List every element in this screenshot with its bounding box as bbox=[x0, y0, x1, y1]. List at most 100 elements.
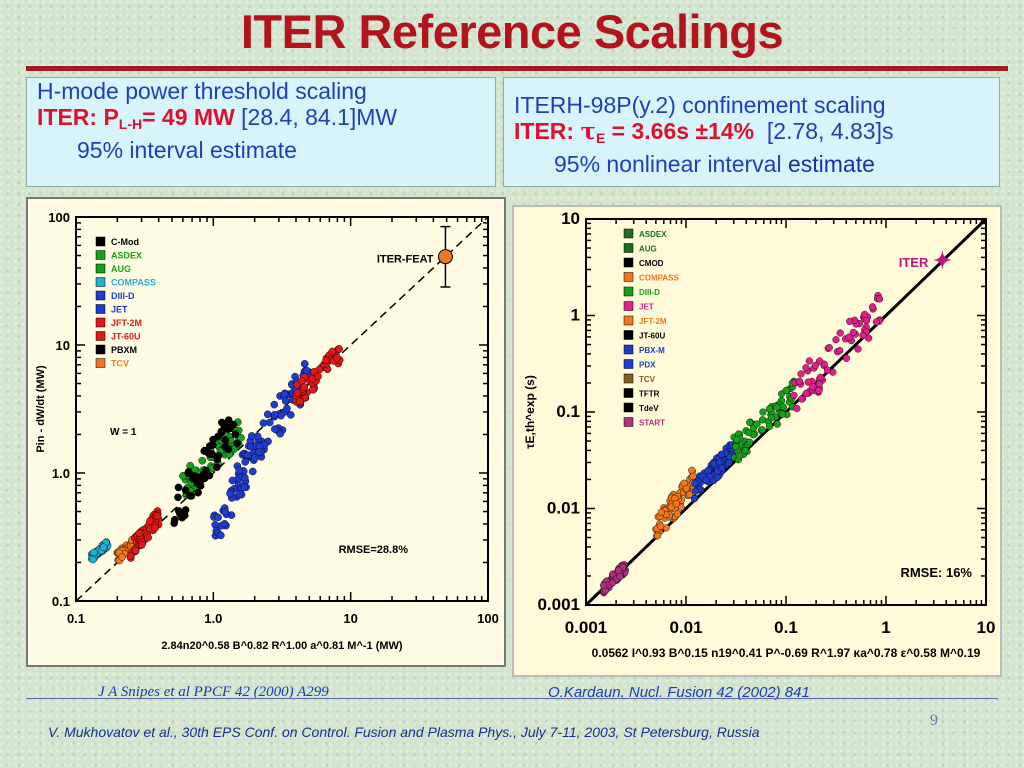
legend-label: DIII-D bbox=[639, 288, 660, 297]
data-point bbox=[773, 420, 781, 428]
rmse-label: RMSE: 16% bbox=[900, 565, 972, 580]
legend-label: TdeV bbox=[639, 404, 659, 413]
data-point bbox=[823, 366, 832, 374]
data-point bbox=[198, 456, 207, 465]
data-point bbox=[657, 522, 665, 530]
data-point bbox=[226, 489, 234, 498]
data-point bbox=[217, 427, 226, 436]
data-point bbox=[798, 395, 806, 403]
y-tick-label: 0.001 bbox=[537, 595, 580, 614]
confinement-interval-estimate: estimate bbox=[787, 151, 875, 177]
data-point bbox=[868, 303, 877, 311]
data-point bbox=[872, 318, 881, 326]
data-point bbox=[237, 434, 245, 442]
data-point bbox=[153, 512, 162, 520]
data-point bbox=[200, 447, 209, 455]
data-point bbox=[332, 354, 341, 362]
data-point bbox=[758, 426, 766, 434]
y-tick-label: 0.1 bbox=[556, 402, 580, 421]
data-point bbox=[240, 483, 249, 492]
legend-marker bbox=[623, 243, 634, 253]
data-point bbox=[673, 510, 681, 518]
data-point bbox=[214, 513, 222, 522]
data-point bbox=[184, 468, 193, 476]
data-point bbox=[265, 418, 274, 427]
citation-right: O.Kardaun, Nucl. Fusion 42 (2002) 841 bbox=[548, 684, 810, 701]
data-point bbox=[836, 329, 844, 337]
data-point bbox=[672, 500, 680, 508]
data-point bbox=[845, 333, 853, 341]
legend-label: AUG bbox=[639, 245, 657, 254]
data-point bbox=[804, 378, 812, 386]
data-point bbox=[686, 490, 694, 499]
data-point bbox=[186, 491, 194, 500]
data-point bbox=[213, 463, 221, 472]
data-point bbox=[300, 383, 309, 391]
y-tick-label: 0.01 bbox=[547, 499, 580, 518]
data-point bbox=[600, 581, 608, 590]
y-tick-label: 10 bbox=[561, 209, 580, 228]
data-point bbox=[691, 487, 700, 495]
data-point bbox=[181, 486, 190, 494]
data-point bbox=[767, 414, 776, 422]
legend-marker bbox=[623, 330, 634, 340]
data-point bbox=[773, 403, 781, 411]
y-tick-label: 0.1 bbox=[52, 594, 70, 609]
data-point bbox=[816, 373, 825, 381]
data-point bbox=[702, 476, 710, 484]
data-point bbox=[746, 418, 754, 427]
x-tick-label: 0.1 bbox=[774, 618, 798, 637]
legend-label: ASDEX bbox=[111, 251, 142, 261]
data-point bbox=[811, 361, 820, 369]
data-point bbox=[89, 555, 97, 564]
legend-label: JFT-2M bbox=[639, 317, 667, 326]
data-point bbox=[710, 460, 718, 468]
iter-tau-label: ITER: bbox=[514, 118, 581, 144]
data-point bbox=[842, 354, 851, 362]
iter-p-subscript: L-H bbox=[118, 116, 143, 132]
data-point bbox=[271, 425, 279, 433]
data-point bbox=[253, 432, 262, 441]
power-threshold-plot: 0.1 1.0 10 100 0.1 1.0 10 100 ITER-FEAT RMSE=28.8… bbox=[26, 197, 506, 667]
confinement-iter-line: ITER: τE = 3.66s ±14% [2.78, 4.83]s bbox=[504, 118, 999, 151]
data-point bbox=[226, 424, 235, 433]
data-point bbox=[174, 483, 183, 492]
x-tick-label: 10 bbox=[343, 611, 357, 626]
y-axis-label: τE,th^exp (s) bbox=[523, 375, 537, 449]
data-point bbox=[255, 448, 263, 456]
data-point bbox=[614, 566, 623, 574]
data-point bbox=[126, 552, 135, 560]
legend-marker bbox=[623, 344, 634, 355]
data-point bbox=[194, 488, 202, 497]
data-point bbox=[717, 450, 726, 458]
legend-marker bbox=[623, 359, 634, 369]
data-point bbox=[832, 336, 840, 344]
data-point bbox=[277, 411, 285, 420]
data-point bbox=[865, 334, 873, 342]
data-point bbox=[854, 345, 862, 353]
power-threshold-interval-note: 95% interval estimate bbox=[77, 137, 297, 163]
footer-reference: V. Mukhovatov et al., 30th EPS Conf. on … bbox=[48, 724, 760, 740]
data-point bbox=[224, 445, 233, 454]
power-threshold-heading: H-mode power threshold scaling bbox=[37, 78, 367, 104]
data-point bbox=[208, 449, 216, 458]
data-point bbox=[667, 503, 675, 511]
data-point bbox=[335, 345, 343, 353]
data-point bbox=[691, 479, 699, 487]
data-point bbox=[244, 451, 252, 460]
data-point bbox=[209, 441, 217, 449]
data-point bbox=[135, 529, 144, 537]
data-point bbox=[802, 364, 810, 372]
legend-label: TFTR bbox=[639, 390, 660, 399]
data-point bbox=[718, 464, 726, 472]
data-point bbox=[849, 328, 857, 337]
data-point bbox=[732, 443, 740, 451]
legend-marker bbox=[623, 417, 634, 427]
data-point bbox=[815, 386, 823, 394]
power-threshold-box: H-mode power threshold scaling ITER: PL-… bbox=[26, 77, 496, 187]
x-axis-label: 0.0562 I^0.93 B^0.15 n19^0.41 P^-0.69 R^… bbox=[592, 646, 981, 660]
data-point bbox=[713, 473, 722, 482]
data-point bbox=[170, 515, 179, 524]
confinement-interval-text: 95% nonlinear interval bbox=[554, 151, 788, 177]
data-point bbox=[137, 541, 146, 549]
